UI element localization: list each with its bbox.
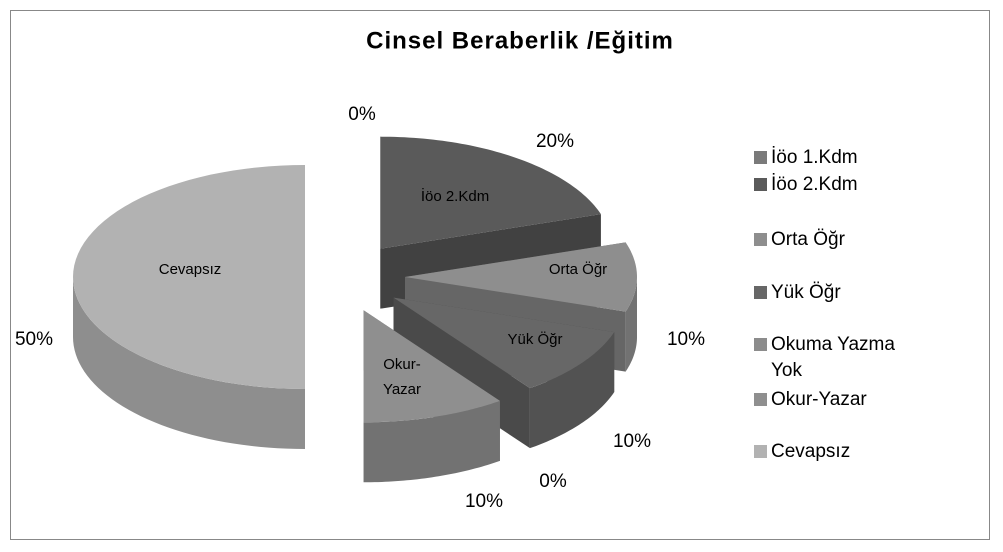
legend-swatch xyxy=(754,338,767,351)
slice-wall xyxy=(363,400,500,483)
slice-top xyxy=(405,242,637,312)
legend-entry: İöo 1.Kdm xyxy=(771,147,858,168)
slice-top xyxy=(363,310,500,423)
slice-label: İöo 2.Kdm xyxy=(421,187,489,205)
slice xyxy=(363,310,500,483)
slice-label: Orta Öğr xyxy=(549,260,607,278)
legend-entry: Okuma Yazma Yok xyxy=(771,334,895,381)
legend-swatch xyxy=(754,445,767,458)
data-label: 10% xyxy=(465,491,503,512)
slice-wall xyxy=(73,277,305,449)
legend-entry: Yük Öğr xyxy=(771,282,841,303)
data-label: 20% xyxy=(536,131,574,152)
slice-wall xyxy=(625,277,637,372)
slice xyxy=(73,165,305,449)
legend-swatch xyxy=(754,286,767,299)
legend-swatch xyxy=(754,233,767,246)
slice-label: Yük Öğr xyxy=(507,330,562,348)
legend-swatch xyxy=(754,178,767,191)
slice-top xyxy=(73,165,305,389)
slice-label: Okur-Yazar xyxy=(383,356,421,398)
data-label: 10% xyxy=(667,329,705,350)
legend-entry: Orta Öğr xyxy=(771,229,846,250)
data-label: 10% xyxy=(613,431,651,452)
legend-entry: İöo 2.Kdm xyxy=(771,174,858,195)
legend-swatch xyxy=(754,393,767,406)
legend-entry: Okur-Yazar xyxy=(771,389,867,410)
data-label: 50% xyxy=(15,329,53,350)
legend-entry: Cevapsız xyxy=(771,441,850,462)
legend-swatch xyxy=(754,151,767,164)
slice-top xyxy=(380,136,601,249)
slice-wall xyxy=(529,332,615,449)
slice-label: Cevapsız xyxy=(159,261,222,278)
data-label: 0% xyxy=(348,104,376,125)
chart-title: Cinsel Beraberlik /Eğitim xyxy=(366,27,674,54)
slice-top xyxy=(393,297,615,389)
data-label: 0% xyxy=(539,471,567,492)
